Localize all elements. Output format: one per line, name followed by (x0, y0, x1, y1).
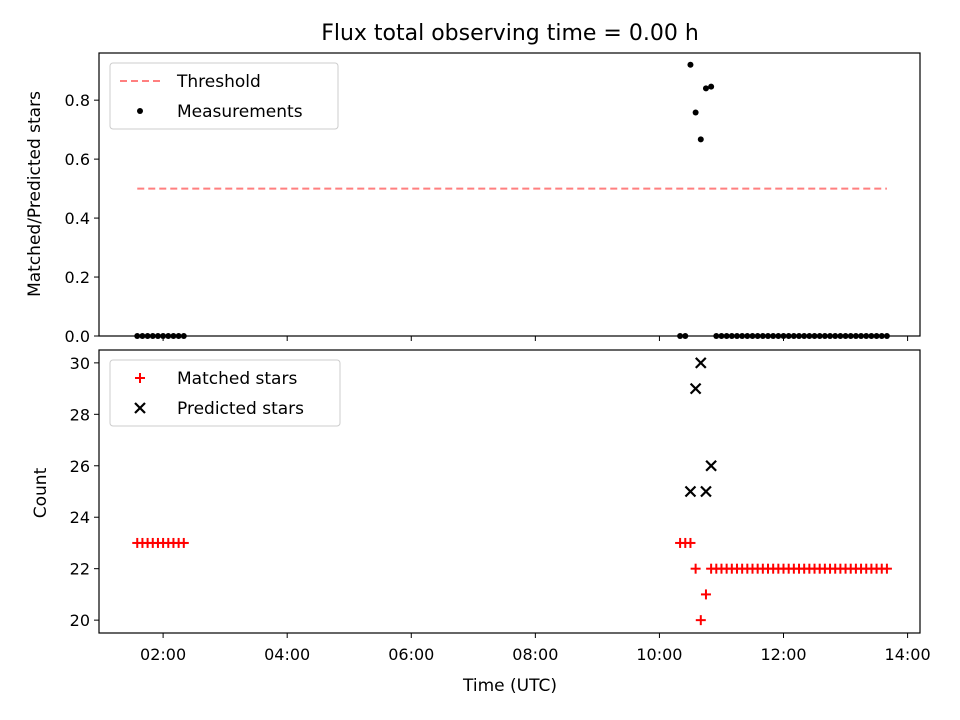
y-tick-label: 0.2 (65, 268, 90, 287)
legend-box (109, 62, 339, 130)
x-tick-label: 14:00 (885, 645, 931, 664)
y-tick-label: 26 (70, 457, 90, 476)
matched-star-point (178, 537, 189, 548)
legend-label: Matched stars (177, 369, 297, 389)
legend-label: Predicted stars (177, 399, 304, 419)
measurement-point (692, 109, 699, 116)
measurement-point (697, 136, 704, 143)
y-tick-label: 22 (70, 560, 90, 579)
predicted-star-point (700, 485, 712, 498)
legend-predicted-swatch (134, 402, 146, 414)
legend-measurement-swatch (137, 108, 143, 114)
legend: Matched stars Predicted stars (109, 359, 341, 427)
matched-star-point (700, 589, 711, 600)
ratio-y-axis-label: Matched/Predicted stars (25, 91, 45, 297)
matched-star-point (685, 537, 696, 548)
chart-title: Flux total observing time = 0.00 h (321, 21, 699, 46)
y-tick-label: 30 (70, 354, 90, 373)
y-tick-label: 24 (70, 508, 90, 527)
x-axis-label: Time (UTC) (462, 676, 557, 696)
predicted-star-point (705, 459, 717, 472)
x-tick-label: 12:00 (760, 645, 806, 664)
y-tick-label: 0.0 (65, 327, 90, 346)
x-tick-label: 08:00 (512, 645, 558, 664)
axes-frame (98, 52, 921, 337)
y-tick-label: 20 (70, 611, 90, 630)
x-tick-label: 10:00 (636, 645, 682, 664)
x-tick-label: 06:00 (388, 645, 434, 664)
predicted-star-point (695, 357, 707, 369)
legend-label: Measurements (177, 102, 303, 122)
x-tick-label: 02:00 (140, 645, 186, 664)
predicted-star-point (684, 485, 697, 498)
y-tick-label: 0.6 (65, 150, 90, 169)
x-b (705, 459, 717, 472)
x-b (684, 485, 697, 498)
count-plot: 20 22 24 26 28 30 02:00 04:00 06:00 08:00 10:00 12:… (70, 349, 931, 664)
count-y-axis-label: Count (31, 467, 51, 518)
x-b (695, 357, 707, 369)
x-b (700, 485, 712, 498)
matched-star-point (690, 563, 701, 574)
ratio-plot: 0.0 0.2 0.4 0.6 0.8 Threshold Measurements (65, 52, 921, 346)
legend-label: Threshold (176, 72, 261, 92)
y-tick-label: 0.4 (65, 209, 90, 228)
matched-star-point (695, 615, 706, 626)
y-tick-label: 28 (70, 405, 90, 424)
x-tick-label: 04:00 (264, 645, 310, 664)
measurement-point (702, 85, 709, 92)
x-b (689, 382, 702, 395)
x-b (134, 402, 146, 414)
legend: Threshold Measurements (109, 62, 339, 130)
axes-frame (98, 349, 921, 634)
legend-box (109, 359, 341, 427)
measurement-point (708, 83, 715, 90)
y-tick-label: 0.8 (65, 91, 90, 110)
predicted-star-point (689, 382, 702, 395)
measurement-point (687, 61, 694, 68)
matched-star-point (881, 563, 892, 574)
legend-matched-swatch (135, 373, 145, 383)
